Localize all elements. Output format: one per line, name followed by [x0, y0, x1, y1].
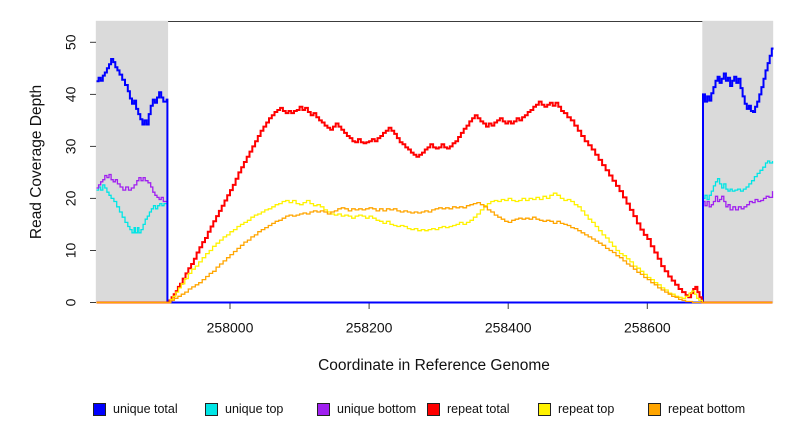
legend-label: repeat top: [558, 402, 615, 416]
x-axis-title: Coordinate in Reference Genome: [318, 357, 550, 374]
legend-item-unique-total: unique total: [93, 401, 178, 417]
series-repeat-top: [96, 192, 773, 304]
legend-swatch: [317, 402, 330, 416]
y-tick-label: 10: [63, 243, 79, 259]
series-repeat-total: [96, 100, 773, 304]
y-tick-label: 50: [63, 34, 79, 50]
legend-swatch: [648, 402, 661, 416]
series-unique-bottom: [96, 173, 774, 304]
legend-label: unique bottom: [337, 402, 417, 416]
legend-item-repeat-total: repeat total: [427, 401, 510, 417]
y-tick-label: 30: [63, 138, 79, 154]
x-tick-label: 258400: [485, 320, 532, 336]
legend-swatch: [205, 402, 218, 416]
legend: unique total unique top unique bottom repea…: [0, 401, 792, 419]
y-axis-title: Read Coverage Depth: [28, 84, 45, 240]
shaded-region: [95, 20, 169, 304]
plot-frame: [96, 21, 773, 303]
legend-label: unique total: [113, 402, 178, 416]
x-tick-label: 258200: [346, 320, 393, 336]
legend-item-repeat-top: repeat top: [538, 401, 614, 417]
series-repeat-bottom: [96, 201, 773, 304]
legend-item-repeat-bottom: repeat bottom: [648, 401, 745, 417]
legend-label: unique top: [225, 402, 284, 416]
shaded-region: [702, 20, 774, 304]
legend-label: repeat total: [447, 402, 510, 416]
x-tick-label: 258000: [207, 320, 254, 336]
legend-swatch: [538, 402, 551, 416]
y-tick-label: 0: [63, 298, 79, 306]
legend-item-unique-bottom: unique bottom: [317, 401, 416, 417]
x-tick-label: 258600: [624, 320, 671, 336]
y-tick-label: 40: [63, 86, 79, 102]
legend-swatch: [427, 402, 440, 416]
legend-item-unique-top: unique top: [205, 401, 283, 417]
legend-label: repeat bottom: [668, 402, 746, 416]
legend-swatch: [93, 402, 106, 416]
series-unique-total: [96, 47, 774, 304]
y-tick-label: 20: [63, 190, 79, 206]
